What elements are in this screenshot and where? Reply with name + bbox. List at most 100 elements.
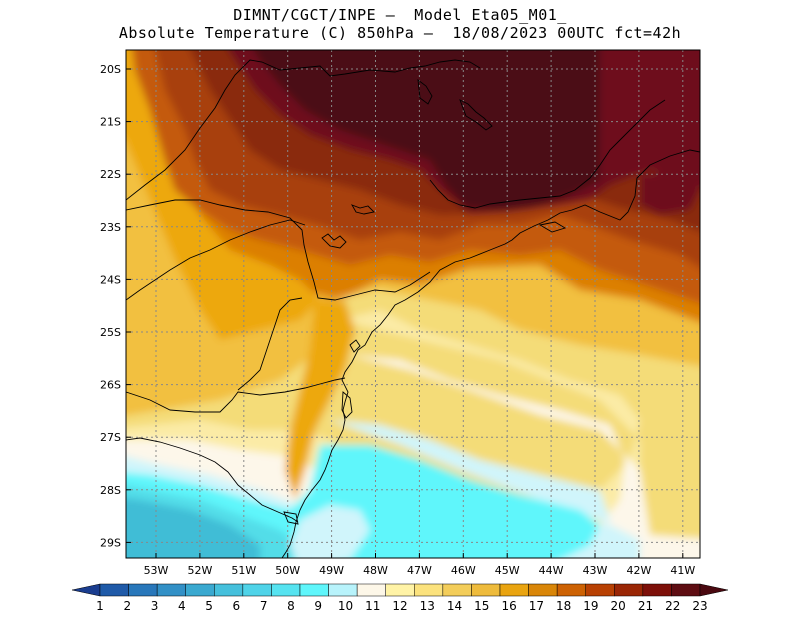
colorbar-swatch <box>271 583 301 597</box>
colorbar-label: 1 <box>96 599 104 613</box>
reservoir-outline <box>417 79 433 105</box>
colorbar-label: 10 <box>338 599 353 613</box>
boundaries <box>126 59 700 558</box>
colorbar-swatch <box>556 583 586 597</box>
colorbar-label: 2 <box>123 599 131 613</box>
colorbar-label: 17 <box>529 599 544 613</box>
lat-label: 22S <box>100 168 121 181</box>
colorbar-label: 20 <box>611 599 626 613</box>
colorbar-arrow-high <box>699 583 729 597</box>
lat-label: 25S <box>100 326 121 339</box>
border-sp-mg <box>126 199 431 301</box>
lat-label: 23S <box>100 221 121 234</box>
colorbar-swatch <box>356 583 386 597</box>
lat-label: 28S <box>100 484 121 497</box>
lon-label: 50W <box>275 564 300 577</box>
lon-label: 42W <box>626 564 651 577</box>
field-deep-maroon <box>254 50 600 210</box>
field-dark-yellow <box>126 50 320 340</box>
colorbar-label: 22 <box>665 599 680 613</box>
colorbar-swatch <box>585 583 615 597</box>
map-title-line-2: Absolute Temperature (C) 850hPa – 18/08/… <box>118 24 682 42</box>
colorbar-label: 13 <box>420 599 435 613</box>
border-mg-north <box>126 59 481 201</box>
field-east-patch <box>640 170 700 215</box>
longitude-labels: 53W 52W 51W 50W 49W 48W 47W 46W 45W 44W 43W 42W 41W <box>144 553 695 577</box>
colorbar-label: 21 <box>638 599 653 613</box>
lon-label: 41W <box>670 564 695 577</box>
lon-label: 49W <box>319 564 344 577</box>
colorbar-swatch <box>242 583 272 597</box>
colorbar-label: 18 <box>556 599 571 613</box>
lat-label: 27S <box>100 431 121 444</box>
colorbar-swatch <box>214 583 244 597</box>
colorbar-label: 3 <box>151 599 159 613</box>
temperature-field <box>126 50 700 558</box>
colorbar-label: 23 <box>692 599 707 613</box>
colorbar-swatch <box>499 583 529 597</box>
colorbar-label: 6 <box>233 599 241 613</box>
lon-label: 46W <box>451 564 476 577</box>
lon-label: 53W <box>144 564 169 577</box>
map-frame <box>125 49 701 559</box>
colorbar-label: 7 <box>260 599 268 613</box>
field-cyan-tongue <box>290 505 370 558</box>
border-river <box>126 219 306 301</box>
colorbar-label: 4 <box>178 599 186 613</box>
colorbar-label: 11 <box>365 599 380 613</box>
colorbar-swatch <box>99 583 129 597</box>
colorbar-label: 16 <box>501 599 516 613</box>
colorbar-swatch <box>185 583 215 597</box>
colorbar: 1 2 3 4 5 6 7 8 9 10 11 12 13 14 15 16 17 18 19 20 21 22 23 <box>71 583 729 613</box>
colorbar-swatch <box>385 583 415 597</box>
lon-label: 47W <box>407 564 432 577</box>
colorbar-label: 12 <box>392 599 407 613</box>
lat-label: 21S <box>100 116 121 129</box>
colorbar-swatch <box>471 583 501 597</box>
map-title-line-1: DIMNT/CGCT/INPE – Model Eta05_M01_ <box>233 6 567 24</box>
border-sc-rs <box>126 437 299 523</box>
field-warm-tongue <box>285 300 355 500</box>
colorbar-arrow-low <box>71 583 101 597</box>
lon-label: 44W <box>539 564 564 577</box>
latitude-labels: 20S 21S 22S 23S 24S 25S 26S 27S 28S 29S <box>100 63 131 549</box>
reservoir-outline <box>321 233 347 249</box>
island-outline <box>283 511 299 525</box>
border-rj <box>429 99 666 209</box>
lon-label: 51W <box>231 564 256 577</box>
field-teal <box>126 498 260 558</box>
colorbar-label: 19 <box>583 599 598 613</box>
lon-label: 52W <box>187 564 212 577</box>
colorbar-swatch <box>442 583 472 597</box>
lat-label: 24S <box>100 273 121 286</box>
colorbar-swatch <box>414 583 444 597</box>
colorbar-label: 8 <box>287 599 295 613</box>
colorbar-swatch <box>128 583 158 597</box>
border-pr-sc <box>126 377 346 413</box>
colorbar-swatch <box>299 583 329 597</box>
colorbar-label: 5 <box>205 599 213 613</box>
colorbar-label: 15 <box>474 599 489 613</box>
lagoon-outline <box>341 391 353 419</box>
colorbar-swatch <box>528 583 558 597</box>
border-pr-sp <box>237 297 303 391</box>
colorbar-swatch <box>328 583 358 597</box>
lon-label: 43W <box>583 564 608 577</box>
colorbar-swatch <box>642 583 672 597</box>
lat-label: 26S <box>100 379 121 392</box>
lon-label: 48W <box>363 564 388 577</box>
reservoir-outline <box>459 99 493 131</box>
colorbar-label: 14 <box>447 599 462 613</box>
colorbar-swatch <box>156 583 186 597</box>
lagoon-outline <box>538 221 567 233</box>
lon-label: 45W <box>495 564 520 577</box>
reservoir-outline <box>350 204 375 215</box>
lat-label: 29S <box>100 536 121 549</box>
colorbar-label: 9 <box>314 599 322 613</box>
colorbar-swatch <box>614 583 644 597</box>
island-outline <box>349 339 361 353</box>
coastline <box>281 149 700 558</box>
lat-label: 20S <box>100 63 121 76</box>
colorbar-swatch <box>671 583 701 597</box>
